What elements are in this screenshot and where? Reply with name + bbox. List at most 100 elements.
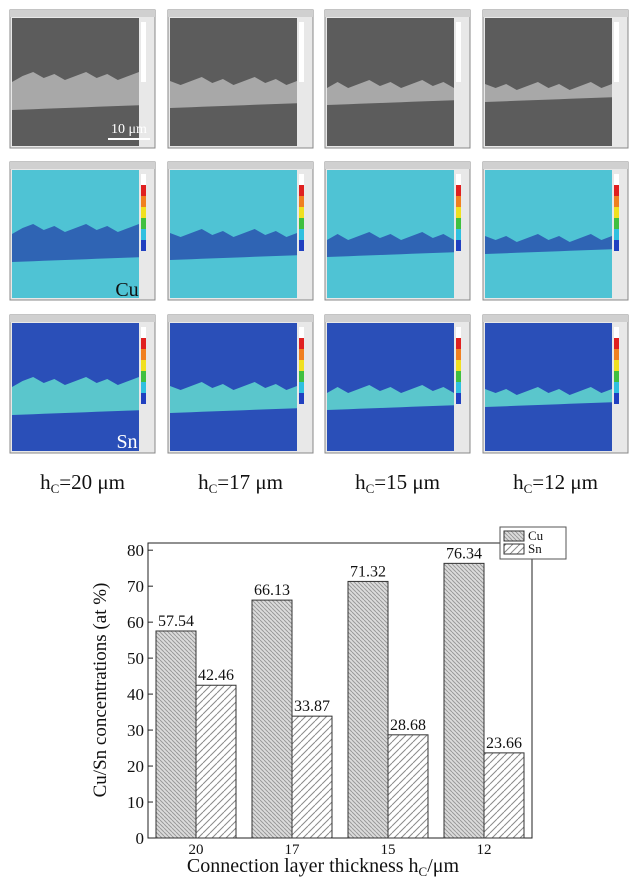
thickness-label: hC=20 μm [40, 470, 125, 496]
colorbar [299, 349, 304, 360]
panel-titlebar [325, 10, 470, 17]
layer-band [485, 234, 612, 254]
bar [387, 734, 429, 839]
y-tick-label: 40 [127, 685, 144, 704]
thickness-prefix: h [513, 470, 524, 494]
colorbar [141, 360, 146, 371]
legend-swatch [503, 530, 525, 542]
colorbar [614, 382, 619, 393]
bar [251, 599, 293, 839]
panel-titlebar [168, 315, 313, 322]
layer-band [12, 224, 139, 262]
legend-label: Cu [528, 528, 544, 543]
colorbar [141, 382, 146, 393]
y-tick-label: 0 [136, 829, 145, 848]
layer-band [170, 382, 297, 413]
colorbar [299, 338, 304, 349]
layer-band [485, 387, 612, 407]
y-tick-label: 80 [127, 541, 144, 560]
x-tick-label: 15 [381, 842, 396, 858]
colorbar [614, 229, 619, 240]
row-label: Sn [116, 431, 137, 453]
panel-titlebar [168, 10, 313, 17]
colorbar [456, 371, 461, 382]
colorbar [456, 174, 461, 185]
panel-titlebar [325, 315, 470, 322]
colorbar [456, 327, 461, 338]
chart: Cu/Sn concentrations (at %) Connection l… [90, 526, 567, 879]
colorbar [299, 207, 304, 218]
x-axis-label: Connection layer thickness hC/μm [187, 855, 460, 879]
panel-titlebar [483, 162, 628, 169]
colorbar [456, 360, 461, 371]
colorbar [456, 338, 461, 349]
thickness-value: =15 μm [374, 470, 440, 494]
thickness-label: hC=15 μm [355, 470, 440, 496]
bar [483, 752, 525, 839]
thickness-prefix: h [198, 470, 209, 494]
row-label: Cu [115, 279, 138, 301]
value-label: 76.34 [446, 545, 482, 562]
colorbar [614, 196, 619, 207]
y-tick-label: 60 [127, 613, 144, 632]
layer-band [170, 77, 297, 108]
colorbar [141, 349, 146, 360]
colorbar [456, 393, 461, 404]
colorbar [299, 382, 304, 393]
colorbar [614, 360, 619, 371]
colorbar [299, 196, 304, 207]
thickness-sub: C [209, 481, 218, 496]
value-label: 71.32 [350, 563, 386, 580]
thickness-value: =17 μm [217, 470, 283, 494]
layer-band [485, 82, 612, 102]
layer-band [327, 232, 454, 257]
layer-band [170, 229, 297, 260]
value-label: 57.54 [158, 613, 194, 630]
colorbar [456, 382, 461, 393]
colorbar [614, 185, 619, 196]
thickness-label: hC=17 μm [198, 470, 283, 496]
thickness-sub: C [524, 481, 533, 496]
panel-image [485, 18, 612, 146]
thickness-sub: C [51, 481, 60, 496]
y-tick-label: 50 [127, 649, 144, 668]
thickness-value: =12 μm [532, 470, 598, 494]
colorbar [299, 185, 304, 196]
colorbar [141, 371, 146, 382]
colorbar [141, 218, 146, 229]
colorbar [141, 207, 146, 218]
colorbar [614, 218, 619, 229]
panel-image [485, 323, 612, 451]
panel-titlebar [483, 315, 628, 322]
thickness-value: =20 μm [59, 470, 125, 494]
layer-band [12, 72, 139, 110]
colorbar [299, 174, 304, 185]
thickness-sub: C [366, 481, 375, 496]
x-label-sub: C [419, 864, 428, 879]
x-label-tail: /μm [427, 855, 459, 877]
thickness-prefix: h [40, 470, 51, 494]
y-axis-label: Cu/Sn concentrations (at %) [90, 583, 111, 798]
bar [195, 684, 237, 839]
panel-titlebar [10, 162, 155, 169]
colorbar [141, 327, 146, 338]
y-tick-label: 10 [127, 793, 144, 812]
colorbar [456, 185, 461, 196]
colorbar [141, 240, 146, 251]
layer-band [12, 377, 139, 415]
layer-band [327, 80, 454, 105]
colorbar [614, 338, 619, 349]
colorbar [299, 218, 304, 229]
panel-titlebar [10, 10, 155, 17]
value-label: 28.68 [390, 717, 426, 734]
x-tick-label: 17 [285, 842, 301, 858]
scale-bar-label: 10 μm [111, 122, 147, 137]
colorbar [299, 327, 304, 338]
value-label: 33.87 [294, 698, 330, 715]
panel-titlebar [483, 10, 628, 17]
colorbar [456, 349, 461, 360]
legend-swatch [503, 543, 525, 555]
thickness-label: hC=12 μm [513, 470, 598, 496]
